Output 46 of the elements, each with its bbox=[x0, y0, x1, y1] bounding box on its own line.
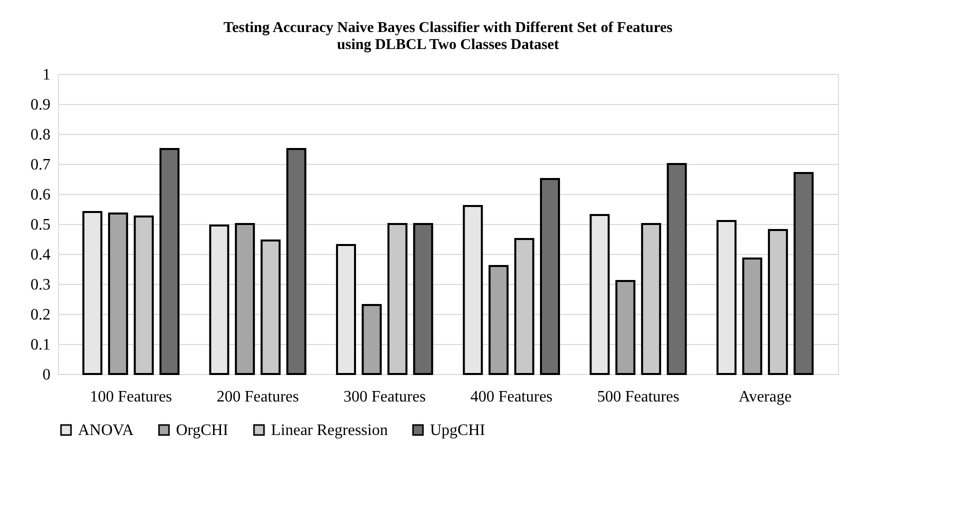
legend-label: ANOVA bbox=[78, 422, 134, 439]
y-tick-label: 0.3 bbox=[30, 276, 50, 294]
x-tick-label: 200 Features bbox=[216, 388, 299, 406]
y-tick-label: 0.6 bbox=[30, 186, 50, 204]
legend-label: OrgCHI bbox=[176, 422, 228, 439]
y-tick-label: 0.7 bbox=[30, 156, 50, 174]
bar bbox=[234, 223, 255, 375]
x-tick-label: 500 Features bbox=[597, 388, 680, 406]
bar bbox=[514, 238, 534, 375]
y-tick-label: 0.8 bbox=[30, 126, 50, 144]
y-tick-label: 0 bbox=[42, 366, 50, 384]
bar bbox=[641, 223, 662, 375]
x-tick-label: 100 Features bbox=[90, 388, 172, 406]
y-tick-label: 1 bbox=[42, 66, 50, 84]
y-tick-label: 0.2 bbox=[30, 306, 50, 324]
legend-label: Linear Regression bbox=[271, 422, 388, 439]
bar bbox=[209, 224, 230, 375]
x-tick-label: 400 Features bbox=[470, 388, 553, 406]
bar bbox=[108, 212, 128, 375]
bar bbox=[615, 280, 636, 375]
bar bbox=[387, 223, 408, 375]
y-tick-label: 0.9 bbox=[30, 96, 50, 114]
bar bbox=[716, 220, 737, 375]
bar bbox=[134, 216, 154, 375]
y-tick-label: 0.1 bbox=[30, 336, 50, 354]
x-tick-label: Average bbox=[738, 388, 792, 406]
bar bbox=[462, 205, 483, 375]
bar bbox=[159, 148, 180, 375]
chart-title: Testing Accuracy Naive Bayes Classifier with Different Set of Features using DLBCL Two Classes Dataset bbox=[224, 20, 673, 53]
bar bbox=[742, 258, 762, 375]
bar bbox=[286, 148, 306, 375]
legend-label: UpgCHI bbox=[430, 422, 486, 439]
x-tick-label: 300 Features bbox=[343, 388, 426, 406]
bar bbox=[336, 244, 356, 375]
bar bbox=[540, 178, 560, 375]
bar bbox=[768, 229, 788, 375]
y-tick-label: 0.5 bbox=[30, 216, 50, 234]
bar bbox=[260, 240, 281, 375]
bar bbox=[666, 163, 687, 375]
bar bbox=[794, 172, 814, 375]
bar bbox=[488, 265, 509, 375]
bar bbox=[590, 214, 610, 375]
bar bbox=[82, 211, 102, 375]
bar bbox=[362, 304, 382, 375]
bar bbox=[413, 223, 434, 375]
y-tick-label: 0.4 bbox=[30, 246, 50, 264]
